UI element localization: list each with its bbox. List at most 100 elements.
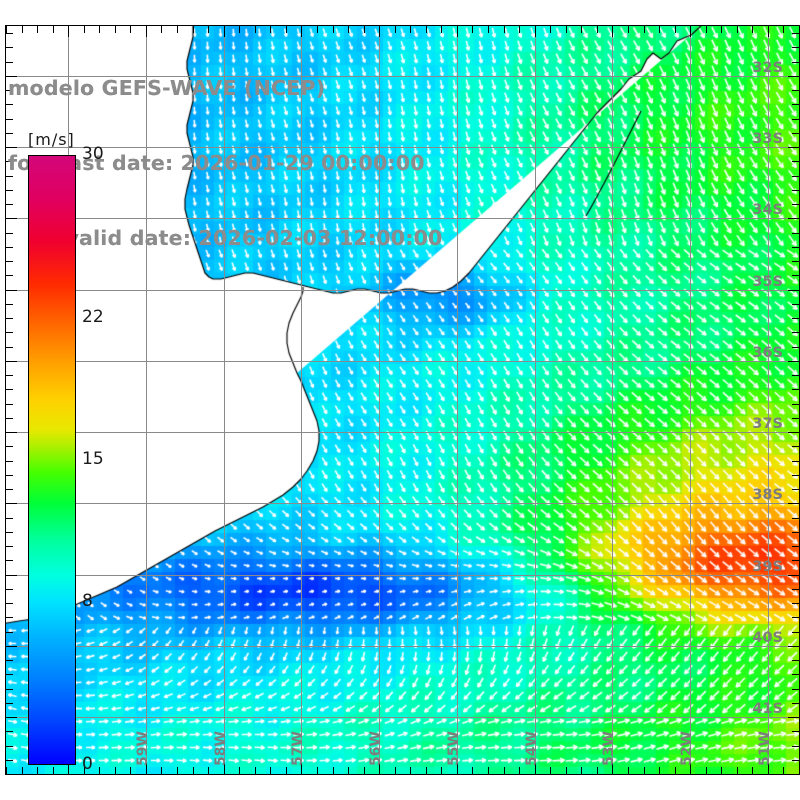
- axis-tick: [535, 26, 536, 37]
- axis-tick: [317, 26, 318, 33]
- axis-tick: [792, 90, 799, 91]
- axis-tick: [6, 418, 13, 419]
- axis-tick: [99, 26, 100, 33]
- parallel-gridline: [6, 361, 799, 362]
- longitude-label: 55W: [445, 731, 462, 766]
- meridian-gridline: [146, 26, 147, 774]
- axis-tick: [788, 76, 799, 77]
- axis-tick: [6, 646, 17, 647]
- parallel-gridline: [6, 432, 799, 433]
- model-title: modelo GEFS-WAVE (NCEP): [8, 76, 326, 100]
- latitude-label: 37S: [752, 416, 783, 433]
- axis-tick: [792, 389, 799, 390]
- meridian-gridline: [457, 26, 458, 774]
- axis-tick: [6, 489, 13, 490]
- axis-tick: [6, 119, 13, 120]
- parallel-gridline: [6, 503, 799, 504]
- longitude-label: 54W: [523, 731, 540, 766]
- latitude-label: 33S: [752, 131, 783, 148]
- axis-tick: [792, 62, 799, 63]
- axis-tick: [737, 767, 738, 774]
- axis-tick: [364, 767, 365, 774]
- meridian-gridline: [301, 26, 302, 774]
- axis-tick: [6, 375, 13, 376]
- axis-tick: [792, 161, 799, 162]
- axis-tick: [792, 275, 799, 276]
- axis-tick: [301, 763, 302, 774]
- axis-tick: [6, 218, 17, 219]
- axis-tick: [690, 26, 691, 37]
- parallel-gridline: [6, 646, 799, 647]
- axis-tick: [6, 33, 13, 34]
- axis-tick: [792, 703, 799, 704]
- meridian-gridline: [612, 26, 613, 774]
- axis-tick: [99, 767, 100, 774]
- axis-tick: [146, 26, 147, 37]
- axis-tick: [788, 361, 799, 362]
- wind-speed-heatmap-canvas: [6, 26, 799, 774]
- axis-tick: [6, 318, 13, 319]
- axis-tick: [270, 26, 271, 33]
- axis-tick: [6, 717, 17, 718]
- axis-tick: [410, 26, 411, 33]
- axis-tick: [788, 575, 799, 576]
- axis-tick: [457, 26, 458, 37]
- axis-tick: [792, 133, 799, 134]
- axis-tick: [581, 26, 582, 33]
- axis-tick: [6, 404, 13, 405]
- axis-tick: [6, 389, 13, 390]
- axis-tick: [792, 104, 799, 105]
- axis-tick: [504, 767, 505, 774]
- meridian-gridline: [224, 26, 225, 774]
- axis-tick: [581, 767, 582, 774]
- axis-tick: [161, 767, 162, 774]
- axis-tick: [792, 546, 799, 547]
- axis-tick: [68, 26, 69, 37]
- axis-tick: [6, 204, 13, 205]
- axis-tick: [208, 767, 209, 774]
- axis-tick: [535, 763, 536, 774]
- axis-tick: [792, 760, 799, 761]
- parallel-gridline: [6, 575, 799, 576]
- valid-date-title: valid date: 2026-02-03 12:00:00: [65, 226, 443, 250]
- parallel-gridline: [6, 717, 799, 718]
- axis-tick: [53, 26, 54, 33]
- axis-tick: [286, 767, 287, 774]
- axis-tick: [488, 767, 489, 774]
- axis-tick: [550, 767, 551, 774]
- axis-tick: [6, 176, 13, 177]
- axis-tick: [130, 26, 131, 33]
- axis-tick: [333, 26, 334, 33]
- axis-tick: [792, 261, 799, 262]
- axis-tick: [472, 26, 473, 33]
- axis-tick: [752, 26, 753, 33]
- axis-tick: [752, 767, 753, 774]
- axis-tick: [6, 161, 13, 162]
- axis-tick: [6, 133, 13, 134]
- axis-tick: [550, 26, 551, 33]
- axis-tick: [721, 26, 722, 33]
- axis-tick: [792, 475, 799, 476]
- axis-tick: [788, 147, 799, 148]
- axis-tick: [628, 26, 629, 33]
- axis-tick: [317, 767, 318, 774]
- axis-tick: [792, 347, 799, 348]
- axis-tick: [788, 290, 799, 291]
- axis-tick: [379, 26, 380, 37]
- axis-tick: [783, 26, 784, 33]
- axis-tick: [737, 26, 738, 33]
- axis-tick: [768, 26, 769, 37]
- axis-tick: [395, 767, 396, 774]
- parallel-gridline: [6, 218, 799, 219]
- longitude-label: 59W: [134, 731, 151, 766]
- axis-tick: [6, 261, 13, 262]
- axis-tick: [6, 275, 13, 276]
- latitude-label: 40S: [752, 629, 783, 646]
- meridian-gridline: [768, 26, 769, 774]
- latitude-label: 35S: [752, 273, 783, 290]
- axis-tick: [224, 763, 225, 774]
- axis-tick: [6, 76, 17, 77]
- axis-tick: [566, 26, 567, 33]
- axis-tick: [6, 147, 17, 148]
